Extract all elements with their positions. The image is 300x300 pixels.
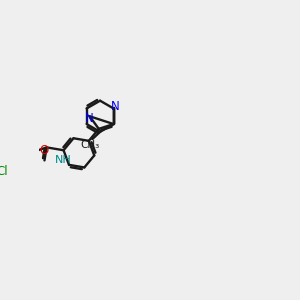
Text: NH: NH bbox=[54, 155, 71, 165]
Text: CH₃: CH₃ bbox=[80, 140, 99, 150]
Text: O: O bbox=[40, 144, 49, 157]
Text: N: N bbox=[85, 112, 94, 125]
Text: N: N bbox=[111, 100, 120, 113]
Text: Cl: Cl bbox=[0, 165, 8, 178]
